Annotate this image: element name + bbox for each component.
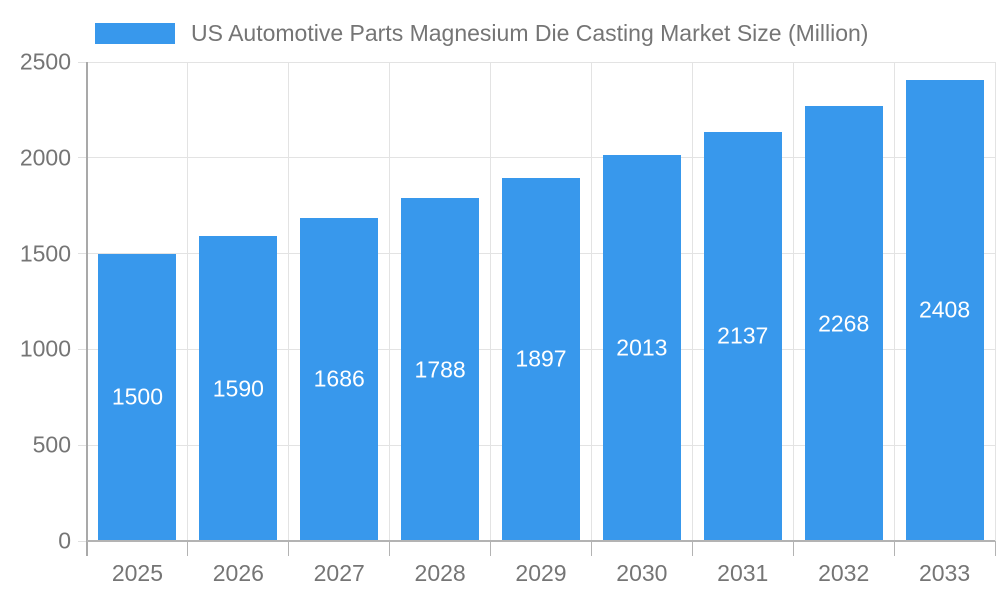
x-axis-tick xyxy=(691,541,693,556)
y-axis-tick xyxy=(78,157,87,159)
x-axis-tick-label: 2031 xyxy=(717,560,769,586)
chart-legend[interactable]: US Automotive Parts Magnesium Die Castin… xyxy=(95,17,868,49)
gridline-vertical xyxy=(288,62,290,541)
gridline-horizontal xyxy=(87,157,995,159)
gridline-vertical xyxy=(893,62,895,541)
x-axis-tick xyxy=(187,541,189,556)
x-axis-tick-label: 2030 xyxy=(616,560,668,586)
gridline-vertical xyxy=(490,62,492,541)
bar-2033[interactable] xyxy=(906,79,984,541)
y-axis-tick xyxy=(78,540,87,542)
x-axis-tick xyxy=(792,541,794,556)
gridline-horizontal xyxy=(87,61,995,63)
x-axis-tick-label: 2025 xyxy=(111,560,164,586)
y-axis-tick-label: 500 xyxy=(32,431,71,458)
bar-2028[interactable] xyxy=(401,198,479,541)
gridline-vertical xyxy=(792,62,794,541)
y-axis-tick-label: 1500 xyxy=(19,240,71,267)
x-axis-tick xyxy=(590,541,592,556)
y-axis-tick xyxy=(78,253,87,255)
x-axis-tick xyxy=(994,541,996,556)
bar-2025[interactable] xyxy=(98,253,176,541)
bar-2026[interactable] xyxy=(199,236,277,541)
bar-2030[interactable] xyxy=(603,155,681,541)
bar-value-label: 1897 xyxy=(515,345,567,372)
gridline-vertical xyxy=(691,62,693,541)
bar-2029[interactable] xyxy=(502,177,580,541)
x-axis-tick xyxy=(893,541,895,556)
bar-2031[interactable] xyxy=(704,131,782,541)
x-axis-tick-label: 2029 xyxy=(515,560,567,586)
bar-value-label: 1590 xyxy=(212,375,264,402)
x-axis-tick-label: 2026 xyxy=(212,560,264,586)
x-axis-tick xyxy=(490,541,492,556)
x-axis-tick-label: 2033 xyxy=(918,560,971,586)
bar-value-label: 2013 xyxy=(616,334,668,361)
bar-value-label: 2268 xyxy=(818,310,870,337)
x-axis-tick xyxy=(288,541,290,556)
y-axis-tick-label: 0 xyxy=(58,527,71,554)
x-axis-tick-label: 2028 xyxy=(414,560,466,586)
y-axis-tick-label: 1000 xyxy=(19,335,71,362)
bar-2032[interactable] xyxy=(805,106,883,541)
y-axis-tick-label: 2500 xyxy=(19,48,71,75)
y-axis-tick xyxy=(78,444,87,446)
x-axis-line xyxy=(87,540,995,542)
y-axis-tick xyxy=(78,61,87,63)
x-axis-tick-label: 2032 xyxy=(818,560,870,586)
bar-2027[interactable] xyxy=(300,217,378,541)
gridline-vertical xyxy=(994,62,996,541)
bar-value-label: 2137 xyxy=(717,322,769,349)
gridline-vertical xyxy=(590,62,592,541)
bar-value-label: 1500 xyxy=(111,383,164,410)
y-axis-line xyxy=(86,62,88,556)
gridline-vertical xyxy=(187,62,189,541)
y-axis-tick xyxy=(78,348,87,350)
bar-value-label: 1788 xyxy=(414,356,466,383)
gridline-vertical xyxy=(389,62,391,541)
bar-value-label: 1686 xyxy=(313,365,365,392)
y-axis-tick-label: 2000 xyxy=(19,144,71,171)
x-axis-tick-label: 2027 xyxy=(313,560,365,586)
bar-value-label: 2408 xyxy=(918,296,971,323)
legend-label: US Automotive Parts Magnesium Die Castin… xyxy=(191,19,869,46)
legend-swatch xyxy=(95,22,175,44)
x-axis-tick xyxy=(389,541,391,556)
